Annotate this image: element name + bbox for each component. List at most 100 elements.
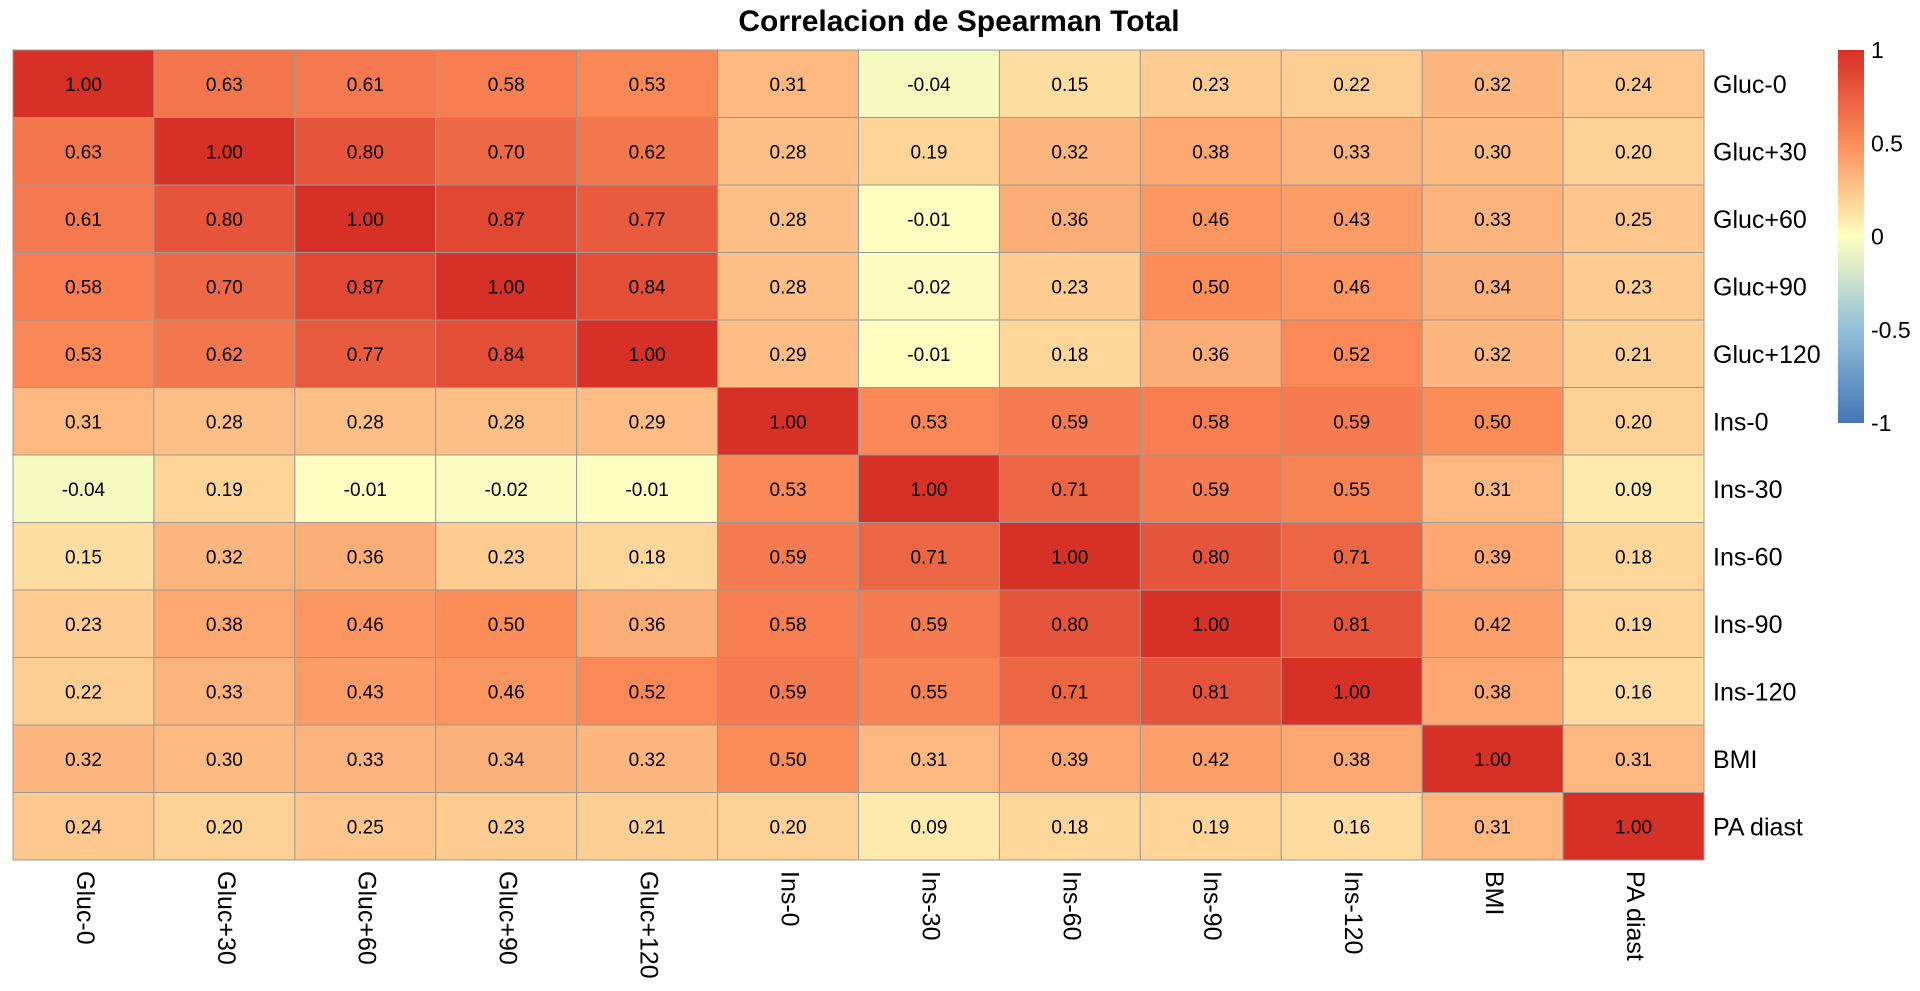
cell-value-label: 0.20 [206,817,243,838]
column-label-glucplus60: Gluc+60 [353,871,381,965]
cell-value-label: 0.29 [629,412,666,433]
heatmap-cell-glucplus120-bmi [1421,319,1564,388]
legend-tick-label: -0.5 [1871,317,1911,343]
cell-value-label: 1.00 [1051,547,1088,568]
cell-value-label: -0.01 [907,345,950,366]
cell-value-label: -0.02 [485,480,528,501]
cell-value-label: 0.24 [1615,75,1652,96]
cell-value-label: 1.00 [629,345,666,366]
cell-value-label: 0.59 [770,547,807,568]
cell-value-label: 0.33 [1333,142,1370,163]
heatmap-cell-ins-90-ins-30 [858,589,1000,658]
heatmap-cell-glucplus30-gluc-0 [12,117,155,186]
cell-value-label: 0.31 [1474,480,1511,501]
heatmap-cell-ins-30-ins-90 [1139,454,1282,523]
cell-value-label: 0.32 [206,547,243,568]
heatmap-cell-bmi-glucplus90 [435,724,578,793]
heatmap-cell-ins-30-glucplus120 [576,454,719,523]
heatmap-cell-ins-120-glucplus90 [435,657,578,726]
cell-value-label: 0.32 [65,750,102,771]
heatmap-cell-bmi-ins-120 [1280,724,1423,793]
column-labels: Gluc-0 Gluc+30 Gluc+60 Gluc+90 Gluc+120 Ins-0… [71,871,1649,979]
heatmap-cell-gluc-0-ins-60 [998,49,1141,118]
heatmap-cell-ins-60-glucplus30 [153,522,296,591]
cell-value-label: 0.63 [65,142,102,163]
cell-value-label: 0.31 [910,750,947,771]
heatmap-cell-glucplus30-ins-30 [858,117,1000,186]
heatmap-cell-ins-0-gluc-0 [12,387,155,456]
cell-value-label: 0.19 [1192,817,1229,838]
heatmap-cell-gluc-0-ins-120 [1280,49,1423,118]
cell-value-label: 0.46 [1192,210,1229,231]
heatmap-cell-glucplus30-glucplus90 [435,117,578,186]
heatmap-cell-ins-60-bmi [1421,522,1564,591]
cell-value-label: 0.55 [910,682,947,703]
heatmap-cell-ins-90-bmi [1421,589,1564,658]
row-label-ins-0: Ins-0 [1713,408,1769,436]
cell-value-label: 0.71 [1333,547,1370,568]
heatmap-cell-glucplus30-glucplus120 [576,117,719,186]
cell-value-label: 0.36 [1051,210,1088,231]
heatmap-cell-glucplus30-glucplus30 [153,117,296,186]
cell-value-label: 0.36 [347,547,384,568]
cell-value-label: 0.28 [488,412,525,433]
legend-tick-label: 0 [1871,224,1884,250]
heatmap-cell-ins-60-glucplus120 [576,522,719,591]
heatmap-cell-glucplus120-glucplus60 [294,319,437,388]
cell-value-label: 0.32 [1051,142,1088,163]
cell-value-label: 0.63 [206,75,243,96]
cell-value-label: 0.71 [910,547,947,568]
heatmap-cell-ins-30-pa-diast [1562,454,1705,523]
cell-value-label: 0.70 [206,277,243,298]
heatmap-cell-pa-diast-ins-90 [1139,792,1282,861]
heatmap-cell-glucplus90-ins-90 [1139,252,1282,321]
heatmap-cells: 1.00 0.63 0.61 0.58 0.53 0.31 -0.04 0.15 0.23 0.2… [12,49,1705,861]
heatmap-cell-ins-120-ins-30 [858,657,1000,726]
cell-value-label: 1.00 [206,142,243,163]
cell-value-label: 1.00 [1192,615,1229,636]
row-label-glucplus120: Gluc+120 [1713,341,1821,369]
row-label-glucplus90: Gluc+90 [1713,273,1807,301]
cell-value-label: 0.39 [1051,750,1088,771]
heatmap-cell-ins-120-glucplus30 [153,657,296,726]
heatmap-cell-bmi-ins-60 [998,724,1141,793]
cell-value-label: 0.61 [347,75,384,96]
cell-value-label: 0.28 [206,412,243,433]
row-labels: Gluc-0 Gluc+30 Gluc+60 Gluc+90 Gluc+120 Ins-0… [1713,71,1821,842]
legend-tick-label: 0.5 [1871,130,1903,156]
heatmap-cell-ins-60-gluc-0 [12,522,155,591]
heatmap-cell-ins-60-ins-120 [1280,522,1423,591]
heatmap-cell-glucplus30-ins-0 [717,117,860,186]
heatmap-cell-bmi-ins-30 [858,724,1000,793]
column-label-ins-90: Ins-90 [1198,871,1226,940]
column-label-ins-120: Ins-120 [1339,871,1367,954]
heatmap-cell-pa-diast-ins-0 [717,792,860,861]
heatmap-cell-bmi-ins-90 [1139,724,1282,793]
cell-value-label: 1.00 [1615,817,1652,838]
heatmap-cell-ins-30-glucplus30 [153,454,296,523]
heatmap-cell-glucplus90-glucplus30 [153,252,296,321]
cell-value-label: 0.18 [1051,817,1088,838]
cell-value-label: 0.18 [629,547,666,568]
cell-value-label: 0.46 [347,615,384,636]
heatmap-cell-ins-0-ins-0 [717,387,860,456]
cell-value-label: 1.00 [347,210,384,231]
cell-value-label: 0.58 [1192,412,1229,433]
heatmap-cell-gluc-0-gluc-0 [12,49,155,118]
heatmap-cell-glucplus120-ins-60 [998,319,1141,388]
cell-value-label: 0.38 [1333,750,1370,771]
cell-value-label: -0.04 [907,75,951,96]
heatmap-cell-ins-0-glucplus90 [435,387,578,456]
cell-value-label: 0.71 [1051,682,1088,703]
cell-value-label: 0.53 [629,75,666,96]
cell-value-label: 0.62 [629,142,666,163]
heatmap-cell-ins-90-gluc-0 [12,589,155,658]
cell-value-label: 1.00 [488,277,525,298]
cell-value-label: 1.00 [1474,750,1511,771]
cell-value-label: 0.59 [910,615,947,636]
cell-value-label: 0.18 [1051,345,1088,366]
cell-value-label: 0.22 [1333,75,1370,96]
cell-value-label: 0.31 [1615,750,1652,771]
column-label-glucplus30: Gluc+30 [212,871,240,965]
cell-value-label: 0.62 [206,345,243,366]
